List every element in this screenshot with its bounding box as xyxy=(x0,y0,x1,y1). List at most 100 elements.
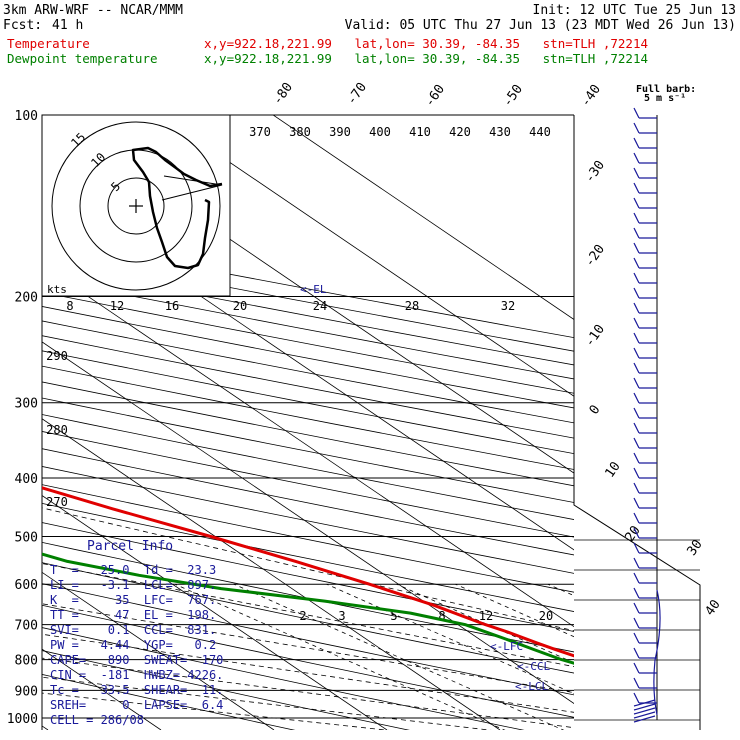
model-title: 3km ARW-WRF -- NCAR/MMM xyxy=(3,3,184,18)
dry-adiabat-line xyxy=(42,264,574,366)
wind-barb-flag xyxy=(633,392,640,404)
parcel-info-row: K = 35 LFC= 767. xyxy=(50,593,217,607)
parcel-level-label: <-LFC xyxy=(490,640,523,653)
isotherm-label: 20 xyxy=(622,523,643,544)
mixing-ratio-line xyxy=(326,583,574,695)
dry-adiabat-line xyxy=(42,673,296,730)
wind-barb-flag xyxy=(633,677,640,689)
wind-barb-flag xyxy=(633,632,640,644)
wind-barb-flag xyxy=(633,512,640,524)
mixing-ratio-label: 20 xyxy=(539,609,553,623)
theta-e-label: 400 xyxy=(369,125,391,139)
parcel-info-row: CAPE= 890 SWEAT= 170 xyxy=(50,653,224,667)
wind-barb-flag xyxy=(633,317,640,329)
isotherm-line xyxy=(42,495,388,730)
isotherm-line xyxy=(42,725,49,730)
pressure-tick-label: 100 xyxy=(15,109,38,124)
isotherm-label: -40 xyxy=(578,82,604,110)
dry-adiabat-label: 270 xyxy=(46,495,68,509)
theta-e-label: 430 xyxy=(489,125,511,139)
wind-barb-flag xyxy=(633,572,640,584)
wind-barb-low xyxy=(633,703,656,711)
dry-adiabat-line xyxy=(42,465,574,574)
wind-barb-flag xyxy=(633,362,640,374)
wind-barb-flag xyxy=(633,242,640,254)
isotherm-label: -20 xyxy=(582,242,608,270)
wind-barb-flag xyxy=(633,137,640,149)
wind-barb-flag xyxy=(633,497,640,509)
upper-mixing-label: 28 xyxy=(405,299,419,313)
parcel-info-row: SREH= 0 LAPSE= 6.4 xyxy=(50,698,224,712)
parcel-info-row: TT = 47 EL = 198. xyxy=(50,608,217,622)
pressure-tick-label: 700 xyxy=(15,619,38,634)
isotherm-label: 0 xyxy=(587,402,604,417)
isotherm-label: -60 xyxy=(422,82,448,110)
profile-curves xyxy=(42,486,574,665)
parcel-level-label: <-LCL xyxy=(515,680,548,693)
dry-adiabat-line xyxy=(42,291,574,394)
wind-barb-flag xyxy=(633,692,640,704)
wind-barb-low xyxy=(633,699,656,707)
barb-legend-title: Full barb: xyxy=(636,84,697,95)
upper-mixing-label: 12 xyxy=(110,299,124,313)
pressure-tick-label: 400 xyxy=(15,472,38,487)
parcel-info-row: SVI= 0.1 CCL= 831. xyxy=(50,623,217,637)
dry-adiabat-line xyxy=(42,522,574,632)
mixing-ratio-label: 2 xyxy=(299,609,306,623)
wind-barb-flag xyxy=(633,272,640,284)
isotherm-label: -10 xyxy=(582,322,608,350)
dry-adiabat-line xyxy=(42,502,574,612)
upper-mixing-label: 24 xyxy=(313,299,327,313)
wind-barb-low xyxy=(633,707,656,715)
theta-e-label: 420 xyxy=(449,125,471,139)
wind-barb-flag xyxy=(633,332,640,344)
temperature-legend: Temperature xyxy=(7,36,90,51)
parcel-info-row: T = 25.0 Td = 23.3 xyxy=(50,563,217,577)
theta-e-label: 440 xyxy=(529,125,551,139)
upper-mixing-label: 20 xyxy=(233,299,247,313)
wind-barb-flag xyxy=(633,182,640,194)
isotherm-line xyxy=(42,571,275,730)
wind-barb-low xyxy=(633,711,656,719)
parcel-info-row: Tc = 33.5 SHEAR= 11. xyxy=(50,683,224,697)
wind-barb-flag xyxy=(633,647,640,659)
mixing-ratio-line xyxy=(396,583,574,664)
wind-barb-flag xyxy=(633,302,640,314)
theta-e-label: 390 xyxy=(329,125,351,139)
mixing-ratio-label: 8 xyxy=(438,609,445,623)
wind-barb-flag xyxy=(633,422,640,434)
dewpoint-location: x,y=922.18,221.99 lat,lon= 30.39, -84.35… xyxy=(204,51,649,66)
wind-barb-flag xyxy=(633,557,640,569)
hodograph-trace xyxy=(131,146,223,270)
theta-e-label: 410 xyxy=(409,125,431,139)
pressure-tick-label: 200 xyxy=(15,291,38,306)
hodograph-ring xyxy=(51,121,221,291)
dry-adiabat-line xyxy=(42,306,574,409)
wind-barb-flag xyxy=(633,197,640,209)
dry-adiabat-line xyxy=(42,350,574,455)
dry-adiabat-line xyxy=(42,604,574,718)
parcel-info-row: LI = -3.1 LCL= 897. xyxy=(50,578,217,592)
wind-barb-flag xyxy=(633,287,640,299)
isotherm-label: 40 xyxy=(702,597,723,618)
wind-barb-low xyxy=(633,715,656,723)
wind-barb-flag xyxy=(633,107,640,119)
storm-motion-vector xyxy=(161,175,223,201)
hodograph-units: kts xyxy=(47,283,67,296)
parcel-info-row: CIN = -181 HWBZ= 4226. xyxy=(50,668,224,682)
temperature-location: x,y=922.18,221.99 lat,lon= 30.39, -84.35… xyxy=(204,36,649,51)
upper-mixing-label: 16 xyxy=(165,299,179,313)
wind-barb-trace xyxy=(653,589,661,716)
forecast-label: Fcst: xyxy=(3,18,43,33)
wind-barb-flag xyxy=(633,437,640,449)
pressure-tick-label: 1000 xyxy=(7,712,38,727)
wind-barb-flag xyxy=(633,602,640,614)
pressure-tick-label: 600 xyxy=(15,578,38,593)
wind-barb-flag xyxy=(633,152,640,164)
pressure-tick-label: 800 xyxy=(15,654,38,669)
forecast-hour: 41 h xyxy=(52,18,84,33)
mixing-ratio-line xyxy=(174,583,506,730)
dewpoint-legend: Dewpoint temperature xyxy=(7,51,158,66)
